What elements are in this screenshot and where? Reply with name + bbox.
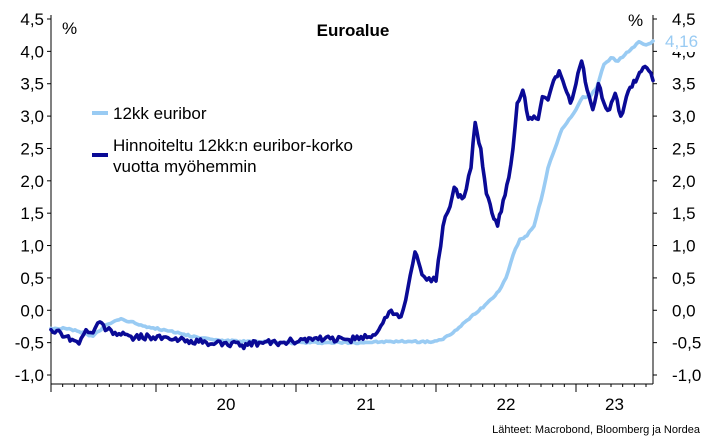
- legend-label-priced-euribor: Hinnoiteltu 12kk:n euribor-korko vuotta …: [113, 136, 358, 176]
- chart-title: Euroalue: [317, 21, 390, 40]
- y-tick-label-left: 2,0: [20, 172, 44, 191]
- y-unit-right: %: [628, 11, 643, 30]
- y-tick-label-left: 3,0: [20, 107, 44, 126]
- y-tick-label-left: -1,0: [15, 366, 44, 385]
- y-tick-label-right: 2,0: [672, 172, 696, 191]
- legend-label-priced-euribor-line-2: vuotta myöhemmin: [113, 157, 257, 176]
- x-tick-label: 20: [217, 395, 236, 414]
- y-tick-label-right: 1,0: [672, 237, 696, 256]
- legend-swatch-12kk-euribor: [92, 111, 108, 115]
- y-unit-left: %: [62, 19, 77, 38]
- x-tick-label: 21: [357, 395, 376, 414]
- series-line-priced-euribor: [49, 59, 655, 351]
- legend-label-priced-euribor-line-1: Hinnoiteltu 12kk:n euribor-korko: [113, 136, 353, 155]
- y-tick-label-left: 1,0: [20, 237, 44, 256]
- y-tick-label-right: 4,5: [672, 10, 696, 29]
- legend-label-12kk-euribor: 12kk euribor: [113, 104, 207, 123]
- y-tick-label-right: 0,5: [672, 269, 696, 288]
- legend-swatch-priced-euribor: [92, 153, 108, 157]
- series-line-12kk-euribor: [49, 39, 655, 346]
- y-tick-label-right: 2,5: [672, 139, 696, 158]
- y-tick-label-right: 3,0: [672, 107, 696, 126]
- y-tick-label-right: -0,5: [672, 334, 701, 353]
- y-tick-label-left: 4,0: [20, 42, 44, 61]
- y-tick-label-right: 0,0: [672, 301, 696, 320]
- y-tick-label-right: -1,0: [672, 366, 701, 385]
- y-tick-label-left: 2,5: [20, 139, 44, 158]
- source-note: Lähteet: Macrobond, Bloomberg ja Nordea: [492, 424, 701, 436]
- y-tick-label-left: 0,5: [20, 269, 44, 288]
- y-tick-label-right: 1,5: [672, 204, 696, 223]
- x-tick-label: 23: [605, 395, 624, 414]
- y-tick-label-right: 3,5: [672, 75, 696, 94]
- y-tick-label-left: 1,5: [20, 204, 44, 223]
- y-tick-label-left: 3,5: [20, 75, 44, 94]
- last-value-background: [661, 30, 703, 53]
- y-tick-label-left: 0,0: [20, 301, 44, 320]
- last-value-label: 4,16: [665, 32, 698, 51]
- y-tick-label-left: -0,5: [15, 334, 44, 353]
- y-tick-label-left: 4,5: [20, 10, 44, 29]
- x-tick-label: 22: [497, 395, 516, 414]
